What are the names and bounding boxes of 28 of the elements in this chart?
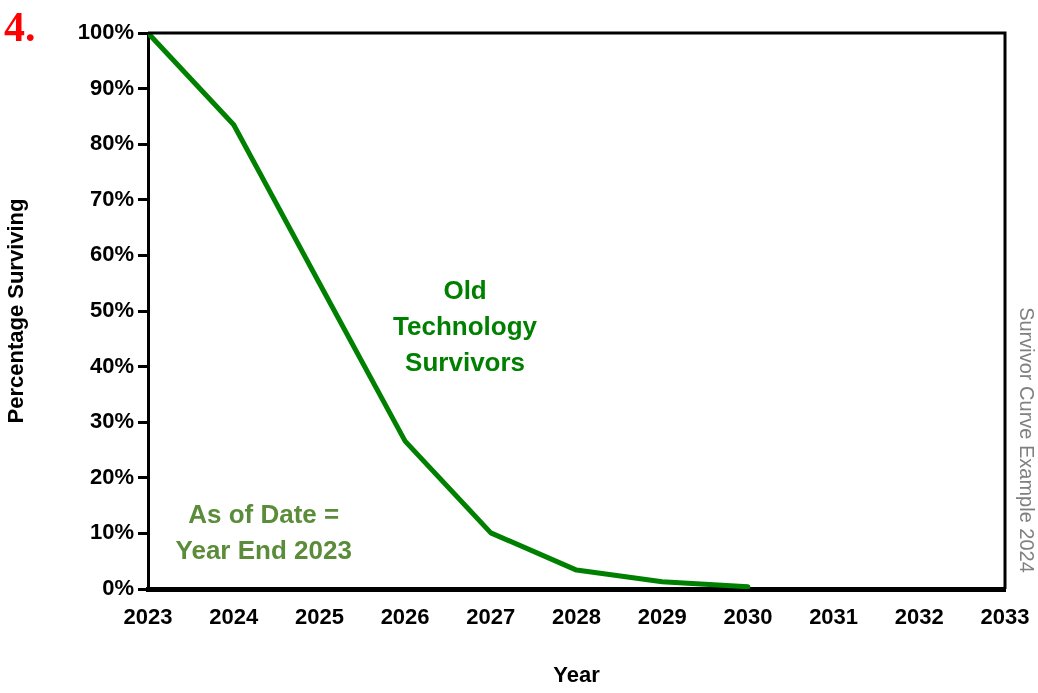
y-tick-label: 100% xyxy=(77,19,134,45)
x-axis-title: Year xyxy=(553,661,601,687)
x-tick-label: 2024 xyxy=(209,604,259,630)
x-tick-label: 2032 xyxy=(894,604,944,630)
y-tick-label: 20% xyxy=(89,463,134,489)
x-tick-label: 2025 xyxy=(294,604,344,630)
text: 4. xyxy=(4,3,36,50)
x-tick-label: 2030 xyxy=(723,604,773,630)
series-label: Old Technology Survivors xyxy=(393,274,538,377)
y-tick-label: 80% xyxy=(89,130,134,156)
y-tick-label: 0% xyxy=(102,575,134,601)
x-tick-label: 2026 xyxy=(380,604,430,630)
y-axis-title: Percentage Surviving xyxy=(3,198,29,424)
y-tick-label: 40% xyxy=(89,352,134,378)
text: Survivor Curve Example 2024 xyxy=(1016,307,1038,573)
annotation: As of Date = Year End 2023 xyxy=(175,498,352,565)
x-tick-label: 2029 xyxy=(637,604,687,630)
x-tick-label: 2028 xyxy=(552,604,601,630)
x-tick-label: 2023 xyxy=(123,604,173,630)
x-tick-label: 2033 xyxy=(980,604,1030,630)
y-tick-label: 90% xyxy=(89,74,134,100)
y-tick-label: 50% xyxy=(89,297,134,323)
x-tick-label: 2031 xyxy=(809,604,859,630)
y-tick-label: 10% xyxy=(89,519,134,545)
y-tick-label: 60% xyxy=(89,241,134,267)
y-tick-label: 70% xyxy=(89,185,134,211)
x-tick-label: 2027 xyxy=(466,604,516,630)
y-tick-label: 30% xyxy=(89,408,134,434)
